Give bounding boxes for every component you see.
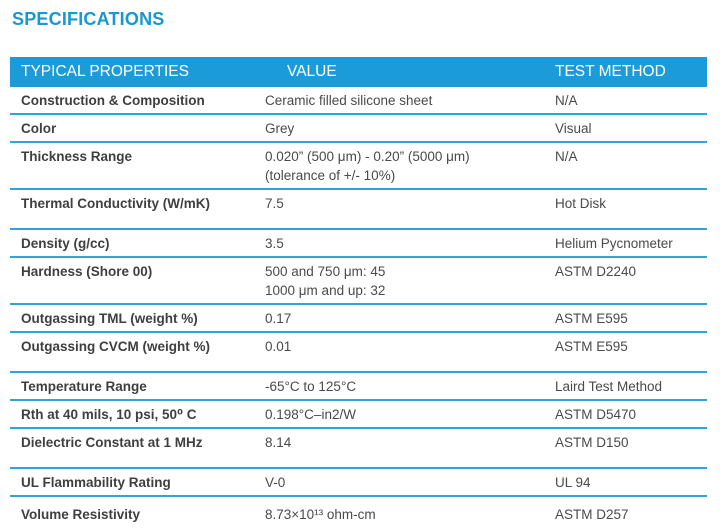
table-row: Construction & Composition Ceramic fille… [10,87,707,115]
value-line: Ceramic filled silicone sheet [265,93,433,108]
value-cell: 3.5 [258,229,548,258]
property-cell: Outgassing TML (weight %) [10,304,258,333]
value-line: 0.020” (500 μm) - 0.20” (5000 μm) [265,149,470,164]
method-cell: ASTM D5470 [548,400,707,429]
method-cell: Laird Test Method [548,372,707,401]
method-cell: Visual [548,114,707,143]
property-cell: UL Flammability Rating [10,468,258,497]
specifications-table: TYPICAL PROPERTIES VALUE TEST METHOD Con… [10,57,707,528]
value-line: -65°C to 125°C [265,379,357,394]
table-row: UL Flammability Rating V-0 UL 94 [10,468,707,497]
method-cell: ASTM D257 [548,496,707,528]
value-cell: 0.01 [258,332,548,373]
property-cell: Density (g/cc) [10,229,258,258]
table-row: Dielectric Constant at 1 MHz 8.14 ASTM D… [10,428,707,469]
value-cell: Ceramic filled silicone sheet [258,87,548,115]
method-cell: ASTM E595 [548,332,707,373]
table-row: Rth at 40 mils, 10 psi, 50⁰ C 0.198°C–in… [10,400,707,429]
value-cell: -65°C to 125°C [258,372,548,401]
property-cell: Color [10,114,258,143]
value-line: 8.73×10¹³ ohm-cm [265,507,376,522]
value-line: 0.198°C–in2/W [265,407,356,422]
property-cell: Temperature Range [10,372,258,401]
value-cell: V-0 [258,468,548,497]
value-cell: 8.14 [258,428,548,469]
property-cell: Thermal Conductivity (W/mK) [10,189,258,230]
value-line: (tolerance of +/- 10%) [265,168,396,183]
value-line: 0.17 [265,311,292,326]
method-cell: Helium Pycnometer [548,229,707,258]
method-cell: N/A [548,142,707,190]
property-cell: Volume Resistivity [10,496,258,528]
value-line: 8.14 [265,435,292,450]
header-row: TYPICAL PROPERTIES VALUE TEST METHOD [10,57,707,87]
value-line: 1000 μm and up: 32 [265,283,386,298]
header-test-method: TEST METHOD [548,57,707,87]
value-cell: 0.198°C–in2/W [258,400,548,429]
value-line: 500 and 750 μm: 45 [265,264,386,279]
value-line: Grey [265,121,295,136]
property-cell: Outgassing CVCM (weight %) [10,332,258,373]
table-row: Thermal Conductivity (W/mK) 7.5 Hot Disk [10,189,707,230]
value-line: 3.5 [265,236,284,251]
value-cell: 0.17 [258,304,548,333]
spec-table-body: Construction & Composition Ceramic fille… [10,87,707,528]
value-line: 7.5 [265,196,284,211]
page-title: SPECIFICATIONS [12,9,165,29]
property-cell: Thickness Range [10,142,258,190]
table-row: Outgassing CVCM (weight %) 0.01 ASTM E59… [10,332,707,373]
method-cell: Hot Disk [548,189,707,230]
table-row: Volume Resistivity 8.73×10¹³ ohm-cm ASTM… [10,496,707,528]
value-line: V-0 [265,475,286,490]
method-cell: UL 94 [548,468,707,497]
value-cell: 7.5 [258,189,548,230]
table-header: TYPICAL PROPERTIES VALUE TEST METHOD [10,57,707,87]
header-typical-properties: TYPICAL PROPERTIES [10,57,258,87]
table-row: Hardness (Shore 00) 500 and 750 μm: 45 10… [10,257,707,305]
method-cell: N/A [548,87,707,115]
table-row: Density (g/cc) 3.5 Helium Pycnometer [10,229,707,258]
method-cell: ASTM D2240 [548,257,707,305]
value-line: 0.01 [265,339,292,354]
value-cell: 8.73×10¹³ ohm-cm [258,496,548,528]
value-cell: 500 and 750 μm: 45 1000 μm and up: 32 [258,257,548,305]
method-cell: ASTM E595 [548,304,707,333]
property-cell: Construction & Composition [10,87,258,115]
header-value: VALUE [258,57,548,87]
table-row: Temperature Range -65°C to 125°C Laird T… [10,372,707,401]
property-cell: Rth at 40 mils, 10 psi, 50⁰ C [10,400,258,429]
table-row: Outgassing TML (weight %) 0.17 ASTM E595 [10,304,707,333]
property-cell: Hardness (Shore 00) [10,257,258,305]
table-row: Thickness Range 0.020” (500 μm) - 0.20” … [10,142,707,190]
value-cell: Grey [258,114,548,143]
property-cell: Dielectric Constant at 1 MHz [10,428,258,469]
method-cell: ASTM D150 [548,428,707,469]
table-row: Color Grey Visual [10,114,707,143]
value-cell: 0.020” (500 μm) - 0.20” (5000 μm) (tolera… [258,142,548,190]
